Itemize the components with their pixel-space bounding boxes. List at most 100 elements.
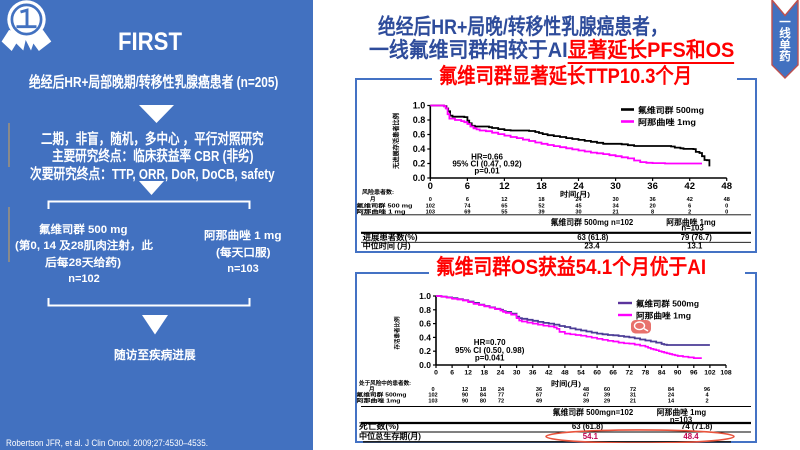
svg-text:风险患者数:: 风险患者数: xyxy=(362,188,394,196)
svg-text:6: 6 xyxy=(450,370,454,377)
svg-text:13.1: 13.1 xyxy=(687,242,703,251)
svg-text:20: 20 xyxy=(649,204,655,210)
svg-text:90: 90 xyxy=(674,370,682,377)
svg-text:12: 12 xyxy=(501,197,507,203)
svg-text:45: 45 xyxy=(575,204,581,210)
svg-text:42: 42 xyxy=(687,197,693,203)
svg-text:0: 0 xyxy=(428,181,433,192)
svg-text:n=103: n=103 xyxy=(670,416,693,425)
svg-text:65: 65 xyxy=(501,204,507,210)
svg-text:24: 24 xyxy=(575,197,582,203)
svg-text:氟维司群 500mg n=102: 氟维司群 500mg n=102 xyxy=(551,217,634,227)
svg-text:63 (61.8): 63 (61.8) xyxy=(577,233,609,242)
svg-text:95% CI (0.47, 0.92): 95% CI (0.47, 0.92) xyxy=(452,160,522,169)
svg-text:18: 18 xyxy=(536,181,547,192)
svg-text:死亡数(%): 死亡数(%) xyxy=(358,421,400,431)
svg-text:0.6: 0.6 xyxy=(419,319,431,329)
svg-text:42: 42 xyxy=(545,370,553,377)
svg-text:6: 6 xyxy=(688,204,691,210)
svg-text:74: 74 xyxy=(464,204,471,210)
svg-text:31: 31 xyxy=(630,393,636,399)
svg-text:30: 30 xyxy=(610,181,621,192)
svg-text:42: 42 xyxy=(684,181,695,192)
svg-text:阿那曲唑 1mg: 阿那曲唑 1mg xyxy=(638,117,696,127)
svg-text:24: 24 xyxy=(498,387,505,393)
svg-text:阿那曲唑 1mg: 阿那曲唑 1mg xyxy=(666,217,716,227)
svg-text:78: 78 xyxy=(642,370,650,377)
svg-text:4: 4 xyxy=(705,393,709,399)
svg-text:29: 29 xyxy=(604,398,610,404)
svg-text:氟维司群 500mg: 氟维司群 500mg xyxy=(638,105,704,115)
svg-text:14: 14 xyxy=(668,398,675,404)
svg-text:n=103: n=103 xyxy=(681,223,704,232)
svg-text:96: 96 xyxy=(690,370,698,377)
svg-text:102: 102 xyxy=(704,370,716,377)
svg-text:69: 69 xyxy=(464,210,470,216)
svg-text:67: 67 xyxy=(536,393,542,399)
svg-text:48.4: 48.4 xyxy=(683,432,699,441)
svg-text:0.8: 0.8 xyxy=(413,115,426,125)
svg-text:72: 72 xyxy=(626,370,634,377)
svg-text:24: 24 xyxy=(668,393,675,399)
svg-text:HR=0.66: HR=0.66 xyxy=(471,153,503,162)
svg-text:阿那曲唑 1mg: 阿那曲唑 1mg xyxy=(636,311,691,321)
svg-text:30: 30 xyxy=(612,197,618,203)
svg-text:p=0.01: p=0.01 xyxy=(474,167,500,176)
svg-text:12: 12 xyxy=(464,370,472,377)
svg-text:氟维司群 500 mg: 氟维司群 500 mg xyxy=(357,202,413,210)
svg-text:60: 60 xyxy=(593,370,601,377)
svg-text:1.0: 1.0 xyxy=(419,291,431,301)
svg-text:39: 39 xyxy=(583,398,589,404)
svg-text:72: 72 xyxy=(498,398,504,404)
svg-text:48: 48 xyxy=(583,387,589,393)
svg-text:进展患者数(%): 进展患者数(%) xyxy=(363,232,418,242)
svg-text:54.1: 54.1 xyxy=(583,432,599,441)
svg-text:80: 80 xyxy=(480,398,486,404)
svg-text:66: 66 xyxy=(609,370,617,377)
svg-text:无进展存活患者比例: 无进展存活患者比例 xyxy=(391,113,400,170)
svg-text:月: 月 xyxy=(368,385,375,393)
svg-text:2: 2 xyxy=(705,398,708,404)
svg-text:72: 72 xyxy=(630,387,636,393)
svg-text:氟维司群 500mg: 氟维司群 500mg xyxy=(357,391,407,399)
svg-text:0.2: 0.2 xyxy=(419,346,431,356)
svg-text:36: 36 xyxy=(647,181,658,192)
svg-text:0: 0 xyxy=(434,370,438,377)
svg-text:103: 103 xyxy=(428,398,437,404)
svg-text:氟维司群 500mg: 氟维司群 500mg xyxy=(636,299,699,309)
svg-text:102: 102 xyxy=(426,204,435,210)
svg-text:0: 0 xyxy=(429,197,432,203)
svg-text:0: 0 xyxy=(725,210,728,216)
svg-text:30: 30 xyxy=(575,210,581,216)
svg-text:存活患者比例: 存活患者比例 xyxy=(393,316,401,349)
svg-text:p=0.041: p=0.041 xyxy=(475,354,505,363)
svg-text:时间(月): 时间(月) xyxy=(551,379,581,388)
svg-text:月: 月 xyxy=(369,195,376,203)
svg-text:48: 48 xyxy=(724,197,730,203)
svg-text:0.0: 0.0 xyxy=(419,360,431,370)
svg-text:90: 90 xyxy=(462,393,468,399)
svg-text:36: 36 xyxy=(536,387,542,393)
svg-text:84: 84 xyxy=(658,370,666,377)
svg-text:8: 8 xyxy=(651,210,654,216)
svg-text:0: 0 xyxy=(725,204,728,210)
svg-text:63 (61.8): 63 (61.8) xyxy=(572,422,604,431)
svg-text:55: 55 xyxy=(501,210,507,216)
svg-text:阿那曲唑 1mg: 阿那曲唑 1mg xyxy=(357,396,401,404)
svg-text:6: 6 xyxy=(466,197,469,203)
svg-text:6: 6 xyxy=(465,181,470,192)
svg-text:24: 24 xyxy=(573,181,584,192)
svg-text:84: 84 xyxy=(480,393,487,399)
svg-text:0.0: 0.0 xyxy=(413,173,426,183)
svg-text:77: 77 xyxy=(498,393,504,399)
svg-text:中位总生存期(月): 中位总生存期(月) xyxy=(359,431,421,441)
svg-text:47: 47 xyxy=(583,393,589,399)
svg-text:24: 24 xyxy=(497,370,505,377)
svg-text:60: 60 xyxy=(604,387,610,393)
svg-text:48: 48 xyxy=(721,181,732,192)
svg-text:中位时间 (月): 中位时间 (月) xyxy=(363,241,411,251)
svg-text:52: 52 xyxy=(538,204,544,210)
svg-text:39: 39 xyxy=(538,210,544,216)
svg-text:0.6: 0.6 xyxy=(413,130,426,140)
svg-text:处于风险中的患者数:: 处于风险中的患者数: xyxy=(358,379,411,387)
